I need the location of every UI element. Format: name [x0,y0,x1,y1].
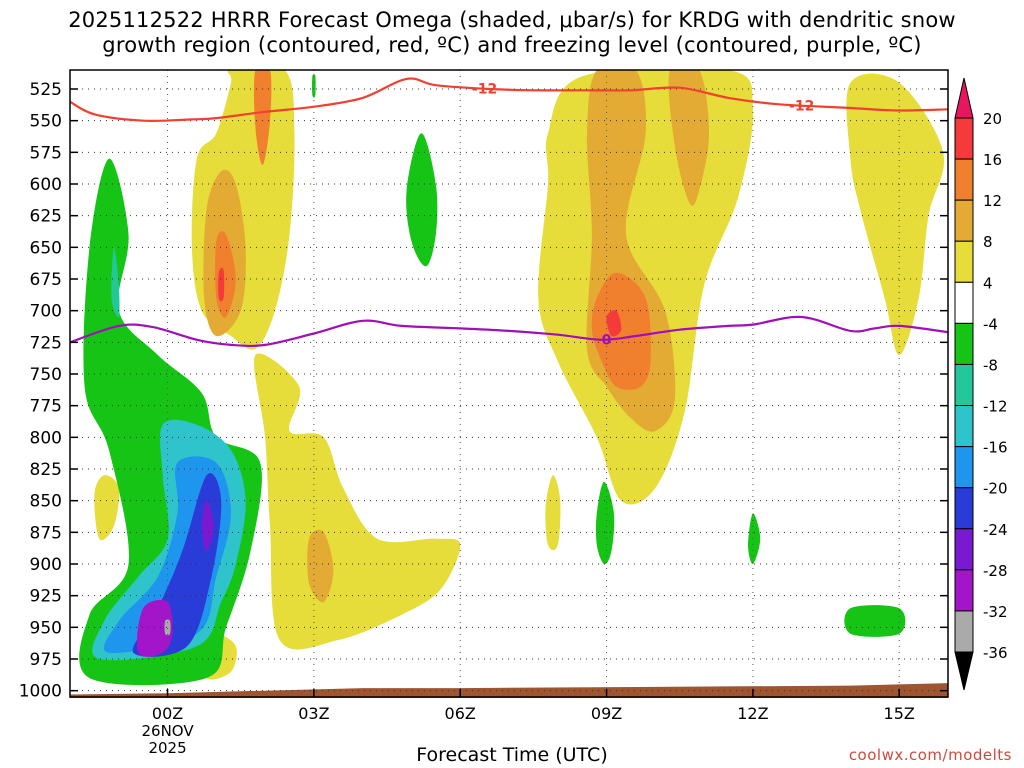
y-axis: 525 550 575 600 625 650 675 700 725 750 775 800 825 8… [19,80,948,702]
shade-positive-peak-01z [218,267,225,302]
y-tick-label-900: 900 [30,555,62,575]
x-tick-sublabel-year: 2025 [148,739,186,757]
y-tick-label-825: 825 [30,460,62,480]
shade-negative-lens-12z [748,513,761,565]
colorbar-label--24: -24 [983,521,1008,539]
colorbar-label--8: -8 [983,356,998,374]
credit-link[interactable]: coolwx.com/modelts [848,746,1012,764]
y-tick-label-700: 700 [30,302,62,322]
colorbar-box-8 [954,446,974,489]
shade-negative-band-23z [111,247,120,318]
y-tick-label-800: 800 [30,428,62,448]
contour-layer: -12 -12 0 [70,77,948,348]
colorbar-label--36: -36 [983,644,1008,662]
colorbar-label-20: 20 [983,110,1002,128]
shade-positive-small-00z [94,475,120,541]
x-tick-label-09Z: 09Z [591,704,622,723]
shade-negative-lens-09z [595,481,615,565]
y-tick-label-650: 650 [30,238,62,258]
y-tick-label-675: 675 [30,270,62,290]
colorbar: 20 16 12 8 4 -4 -8 -12 -16 -20 -24 -28 -32 -36 [954,77,1008,691]
dgz-contour-line [70,77,948,122]
colorbar-label-8: 8 [983,233,993,251]
x-tick-label-12Z: 12Z [737,704,768,723]
shade-positive-lower-03z [253,353,461,650]
y-tick-label-1000: 1000 [19,682,62,702]
colorbar-label-4: 4 [983,274,993,292]
y-tick-label-525: 525 [30,80,62,100]
colorbar-label-16: 16 [983,151,1002,169]
colorbar-box-3 [954,240,974,283]
y-tick-label-875: 875 [30,523,62,543]
freezing-level-contour-line [70,315,948,348]
colorbar-box-2 [954,199,974,242]
shade-positive-arm-10z [668,70,709,206]
colorbar-label--28: -28 [983,562,1008,580]
shade-negative-lens-05z [406,133,438,267]
colorbar-box-0 [954,117,974,160]
dgz-contour: -12 -12 [70,77,948,122]
y-tick-label-925: 925 [30,587,62,607]
shade-positive-small-08z [545,475,561,551]
shade-negative-core-deep-00z [132,473,222,657]
freezing-level-contour: 0 [70,315,948,348]
shade-negative-block-14z [844,605,906,637]
dgz-contour-label-0: -12 [472,82,497,98]
colorbar-box-12 [954,610,974,653]
y-tick-label-550: 550 [30,112,62,132]
omega-shading-layer [79,70,945,686]
y-tick-label-975: 975 [30,650,62,670]
chart-title-line-1: 2025112522 HRRR Forecast Omega (shaded, … [68,8,956,32]
plot-frame [69,69,949,698]
x-tick-label-15Z: 15Z [884,704,915,723]
shade-negative-core-violet-00z [136,599,173,657]
colorbar-box-6 [954,363,974,407]
shade-positive-right-14z [846,73,945,356]
colorbar-label--12: -12 [983,398,1008,416]
colorbar-box-11 [954,569,974,612]
y-tick-label-575: 575 [30,143,62,163]
x-tick-sublabel-date: 26NOV [141,722,194,740]
colorbar-box-4 [954,281,974,324]
y-tick-label-725: 725 [30,333,62,353]
colorbar-label--16: -16 [983,439,1008,457]
shade-negative-core-purple-00z [201,500,214,552]
shade-negative-core-min-00z [164,619,171,636]
y-tick-label-600: 600 [30,175,62,195]
colorbar-label-12: 12 [983,192,1002,210]
y-tick-label-625: 625 [30,207,62,227]
x-tick-label-06Z: 06Z [445,704,476,723]
colorbar-box-10 [954,528,974,571]
x-tick-label-00Z: 00Z [152,704,183,723]
shade-negative-lens-03z [312,73,316,98]
colorbar-box-7 [954,405,974,448]
shade-positive-center-09z [591,272,651,390]
colorbar-box-9 [954,487,974,530]
y-tick-label-750: 750 [30,365,62,385]
shade-positive-core-03z [307,529,334,603]
colorbar-box-1 [954,158,974,201]
x-tick-label-03Z: 03Z [298,704,329,723]
colorbar-box-5 [954,322,974,365]
colorbar-bottom-arrow [954,651,974,691]
shade-positive-upper-02z [253,70,272,166]
freezing-level-contour-label-0: 0 [602,332,612,348]
x-axis-label: Forecast Time (UTC) [416,744,608,766]
y-tick-label-850: 850 [30,492,62,512]
chart-title-line-2: growth region (contoured, red, ºC) and f… [102,33,922,57]
shade-positive-peak-09z [606,310,622,337]
colorbar-top-arrow [954,77,974,119]
colorbar-label--20: -20 [983,480,1008,498]
dgz-contour-label-1: -12 [789,98,814,114]
y-tick-label-775: 775 [30,397,62,417]
y-tick-label-950: 950 [30,618,62,638]
colorbar-label--32: -32 [983,603,1008,621]
colorbar-label--4: -4 [983,315,998,333]
